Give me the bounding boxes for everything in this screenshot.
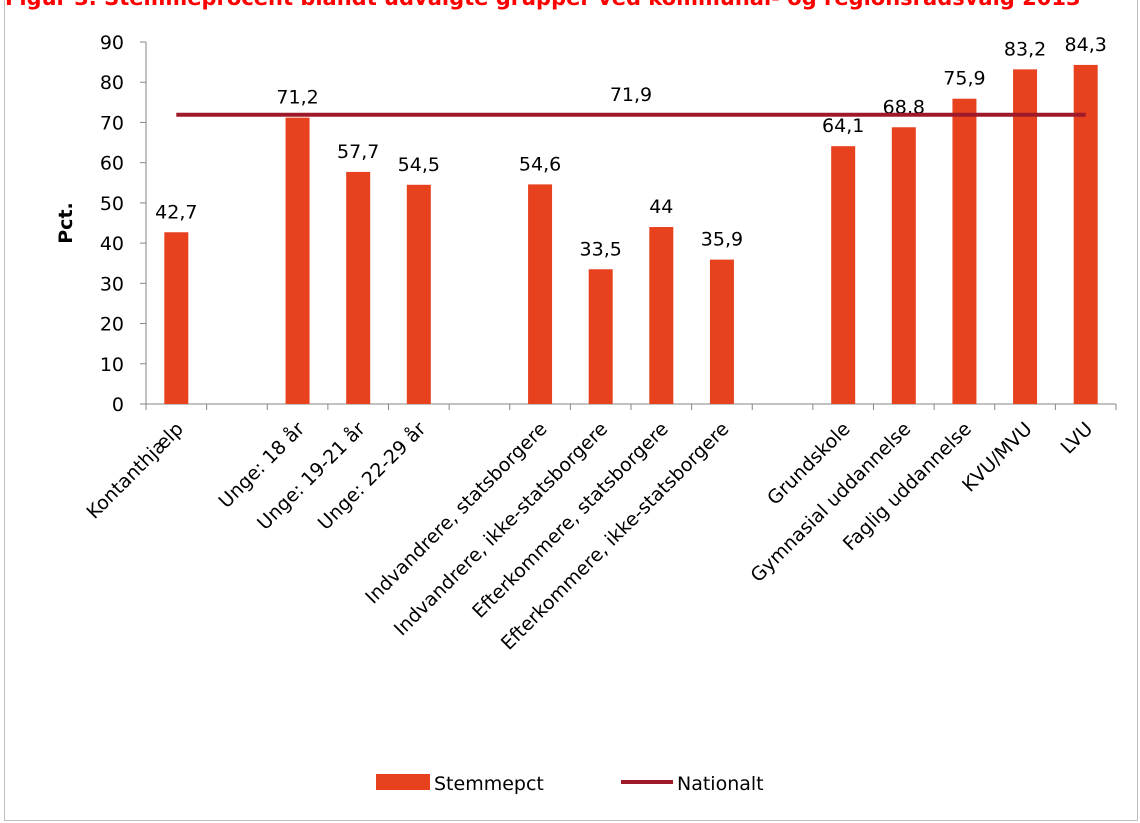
bar [406,184,431,404]
data-label: 71,2 [276,87,318,109]
category-label: Efterkommere, ikke-statsborgere [497,418,734,655]
data-label: 33,5 [580,238,622,260]
data-label: 64,1 [822,115,864,137]
chart-frame: Figur 3. Stemmeprocent blandt udvalgte g… [4,0,1138,821]
category-label: Unge: 19-21 år [252,417,369,534]
data-label: 35,9 [701,229,743,251]
y-tick-label: 60 [100,153,124,175]
bar [588,269,613,404]
legend-label-stemmepct: Stemmepct [434,773,544,795]
category-label: LVU [1057,418,1098,459]
data-label: 54,6 [519,153,561,175]
legend-label-nationalt: Nationalt [677,773,764,795]
data-label: 42,7 [155,201,197,223]
y-tick-label: 0 [112,394,124,416]
y-tick-label: 80 [100,72,124,94]
data-labels: 42,7 71,2 57,7 54,5 54,6 33,5 44 35,9 64,1 68,8 75… [155,34,1107,260]
bar [709,259,734,404]
legend: Stemmepct Nationalt [376,773,764,795]
y-tick-label: 90 [100,32,124,54]
y-tick-label: 50 [100,193,124,215]
y-axis-label: Pct. [55,202,77,244]
bar [891,127,916,404]
bar [346,171,371,404]
bar [649,227,674,404]
y-tick-label: 70 [100,112,124,134]
national-line-group: 71,9 [176,84,1086,117]
data-label: 44 [649,196,673,218]
y-tick-label: 10 [100,354,124,376]
y-tick-label: 40 [100,233,124,255]
bar [285,117,310,405]
category-label: Indvandrere, ikke-statsborgere [390,418,612,640]
category-label: Unge: 22-29 år [313,417,430,534]
bar [1013,69,1038,405]
y-tick-label: 20 [100,314,124,336]
category-label: Kontanthjælp [82,418,187,523]
legend-swatch-stemmepct [376,774,430,790]
bar [528,184,553,404]
bar [164,232,189,404]
data-label: 68,8 [883,96,925,118]
bar [952,98,977,405]
y-tick-label: 30 [100,273,124,295]
bar [1073,64,1098,404]
data-label: 75,9 [943,68,985,90]
bar [831,146,856,405]
data-label: 84,3 [1065,34,1107,56]
chart-title: Figur 3. Stemmeprocent blandt udvalgte g… [5,0,1081,10]
bars [164,64,1098,405]
national-line-label: 71,9 [610,84,652,106]
data-label: 57,7 [337,141,379,163]
data-label: 83,2 [1004,38,1046,60]
data-label: 54,5 [398,154,440,176]
